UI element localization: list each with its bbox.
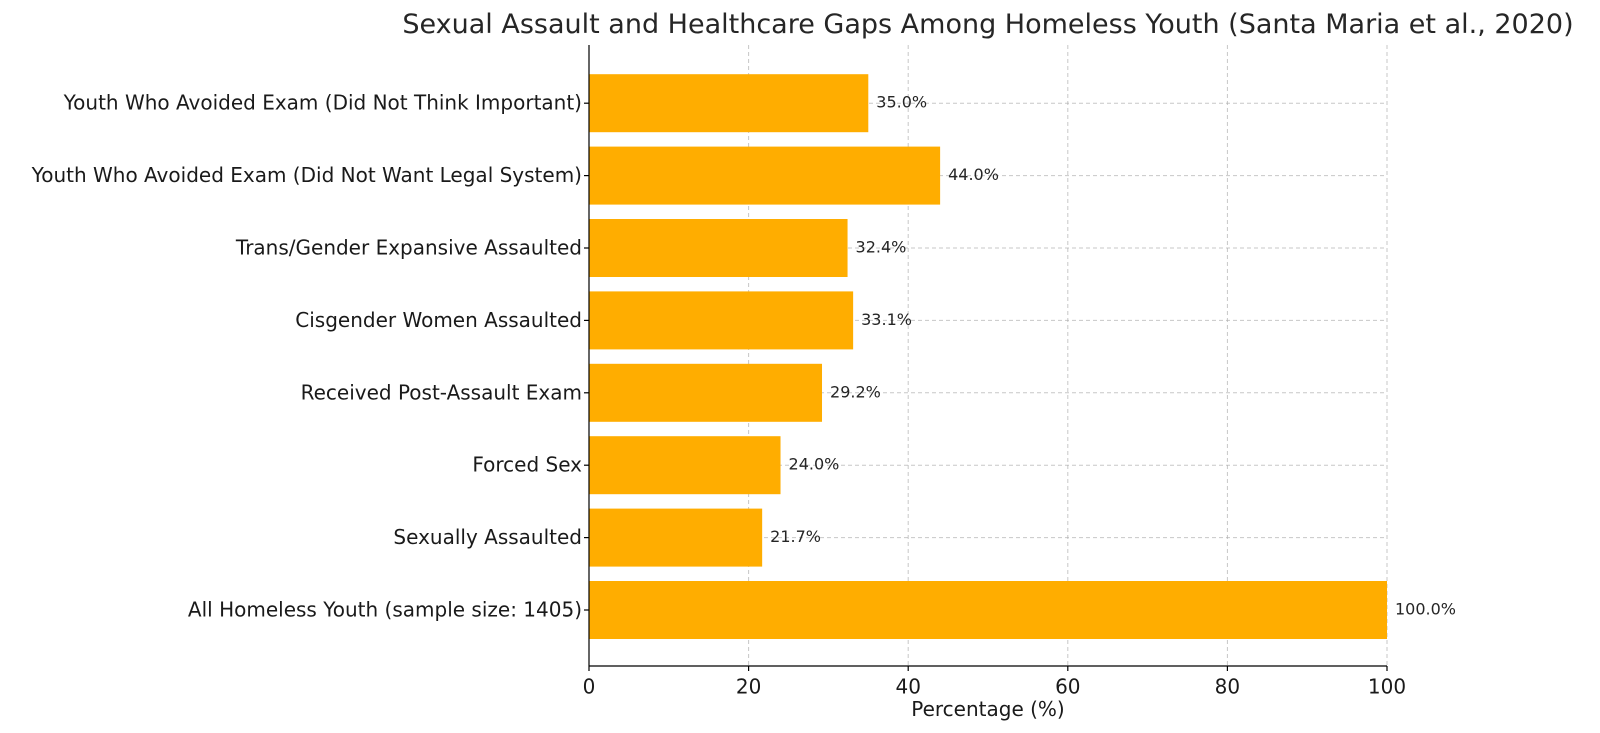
grid-lines (588, 45, 1388, 666)
bars (589, 74, 1387, 639)
x-tick-labels: 0 20 40 60 80 100 (583, 675, 1406, 699)
value-label: 29.2% (830, 382, 881, 401)
bar (589, 581, 1387, 639)
category-labels: All Homeless Youth (sample size: 1405) Se… (31, 91, 583, 622)
value-label: 100.0% (1395, 600, 1456, 619)
value-label: 32.4% (856, 238, 907, 257)
category-label: Sexually Assaulted (393, 525, 582, 549)
value-labels: 100.0% 21.7% 24.0% 29.2% 33.1% 32.4% 44.0% 35.0… (770, 93, 1456, 619)
value-label: 21.7% (770, 527, 821, 546)
category-label: Cisgender Women Assaulted (295, 308, 582, 332)
value-label: 44.0% (948, 165, 999, 184)
category-label: Forced Sex (472, 453, 582, 477)
x-tick-label: 20 (736, 675, 761, 699)
value-label: 24.0% (789, 455, 840, 474)
value-label: 35.0% (876, 93, 927, 112)
bar (589, 291, 854, 350)
category-label: All Homeless Youth (sample size: 1405) (188, 598, 582, 622)
x-axis-label: Percentage (%) (911, 697, 1064, 721)
bar (589, 363, 823, 422)
category-label: Youth Who Avoided Exam (Did Not Want Leg… (31, 163, 582, 187)
x-tick-label: 60 (1055, 675, 1080, 699)
x-tick-label: 100 (1368, 675, 1406, 699)
category-label: Received Post-Assault Exam (301, 380, 582, 404)
bar (589, 74, 869, 133)
bar (589, 219, 848, 277)
bar (589, 508, 763, 567)
x-tick-label: 40 (895, 675, 920, 699)
category-label: Trans/Gender Expansive Assaulted (235, 236, 582, 260)
x-tick-label: 80 (1215, 675, 1240, 699)
category-label: Youth Who Avoided Exam (Did Not Think Im… (63, 91, 582, 115)
value-label: 33.1% (861, 310, 912, 329)
chart-title: Sexual Assault and Healthcare Gaps Among… (402, 9, 1573, 40)
axes (584, 45, 1388, 671)
bar (589, 146, 941, 205)
bar (589, 436, 781, 495)
x-tick-label: 0 (583, 675, 596, 699)
